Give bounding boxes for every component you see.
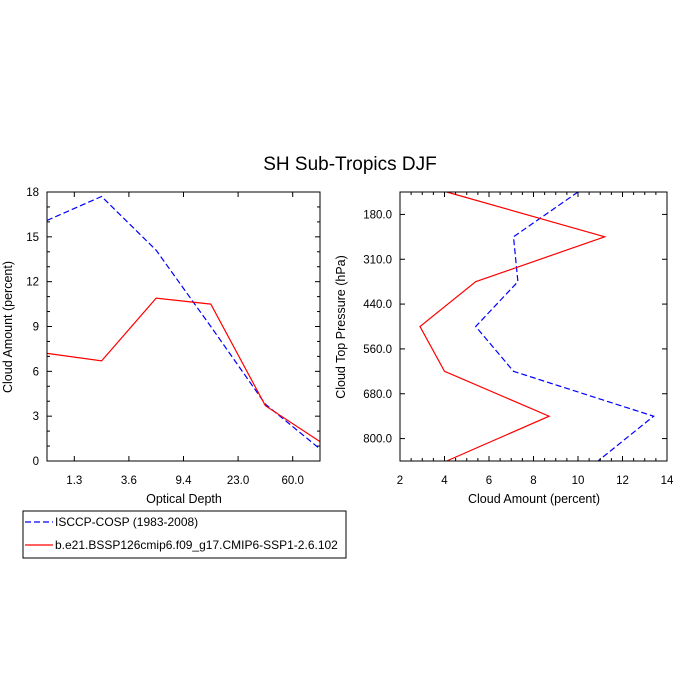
right-y-tick-label: 440.0 (363, 299, 392, 311)
right-y-tick-label: 180.0 (363, 209, 392, 221)
left-y-tick-label: 15 (26, 232, 39, 244)
right-series-model-line (419, 191, 607, 462)
chart-title: SH Sub-Tropics DJF (263, 154, 437, 175)
left-x-axis-label: Optical Depth (146, 492, 222, 506)
left-y-tick-label: 12 (26, 277, 39, 289)
left-y-tick-label: 3 (33, 411, 39, 423)
left-panel-optical-depth: Cloud Amount (percent) Optical Depth 0 3 6… (1, 187, 321, 506)
legend-box (22, 510, 347, 559)
left-y-axis-label: Cloud Amount (percent) (1, 261, 15, 393)
left-y-tick-label: 0 (33, 456, 39, 468)
right-x-tick-label: 6 (486, 475, 492, 487)
left-series-model-line (46, 297, 321, 443)
left-y-tick-label: 18 (26, 187, 39, 199)
right-y-tick-label: 680.0 (363, 389, 392, 401)
left-y-tick-label: 6 (33, 366, 39, 378)
right-x-tick-label: 14 (661, 475, 674, 487)
right-plot-frame (399, 191, 668, 462)
right-x-tick-label: 4 (441, 475, 448, 487)
left-x-tick-label: 60.0 (282, 475, 304, 487)
right-y-axis-label: Cloud Top Pressure (hPa) (334, 255, 348, 399)
legend-label-isccp: ISCCP-COSP (1983-2008) (55, 515, 198, 529)
right-panel-cloud-top-pressure: Cloud Top Pressure (hPa) Cloud Amount (p… (334, 191, 674, 506)
left-x-tick-label: 23.0 (227, 475, 249, 487)
right-x-axis-label: Cloud Amount (percent) (468, 492, 600, 506)
right-x-tick-label: 10 (572, 475, 585, 487)
left-x-tick-label: 9.4 (176, 475, 193, 487)
right-series-isccp-line (474, 191, 655, 462)
left-x-tick-label: 1.3 (66, 475, 82, 487)
right-y-tick-label: 310.0 (363, 254, 392, 266)
right-x-tick-label: 8 (530, 475, 536, 487)
left-series-isccp-line (46, 195, 321, 450)
legend-label-model: b.e21.BSSP126cmip6.f09_g17.CMIP6-SSP1-2.… (55, 538, 338, 552)
left-x-tick-label: 3.6 (121, 475, 137, 487)
legend: ISCCP-COSP (1983-2008) b.e21.BSSP126cmip… (22, 510, 347, 559)
right-y-tick-label: 800.0 (363, 434, 392, 446)
left-plot-frame (46, 191, 321, 462)
right-x-tick-label: 2 (397, 475, 403, 487)
left-y-tick-label: 9 (33, 322, 39, 334)
right-x-tick-label: 12 (616, 475, 629, 487)
right-y-tick-label: 560.0 (363, 344, 392, 356)
